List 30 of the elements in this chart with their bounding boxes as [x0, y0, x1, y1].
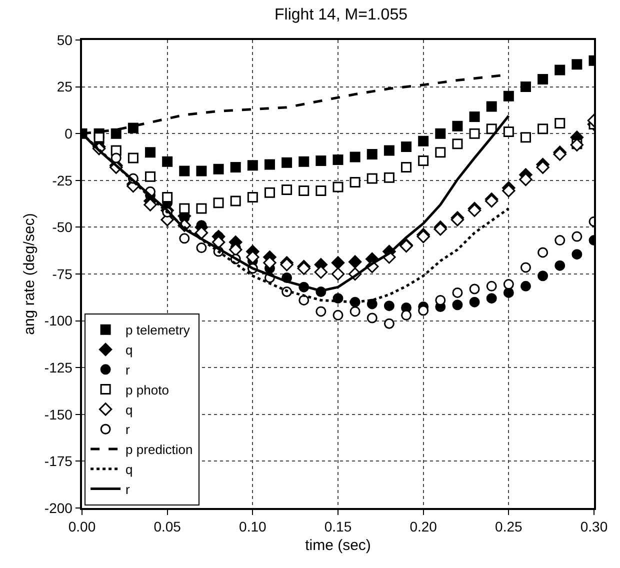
x-tick-label: 0.15: [324, 518, 352, 535]
y-tick-label: 25: [56, 78, 73, 95]
legend-label: p telemetry: [126, 322, 190, 338]
x-tick-label: 0.30: [580, 518, 608, 535]
x-tick-label: 0.20: [410, 518, 438, 535]
y-axis-title: ang rate (deg/sec): [21, 213, 38, 335]
x-axis-title: time (sec): [305, 537, 371, 554]
legend-label: r: [126, 482, 131, 497]
x-tick-label: 0.10: [239, 518, 267, 535]
legend-label: p prediction: [126, 442, 193, 458]
y-tick-label: -175: [44, 453, 73, 470]
chart-title: Flight 14, M=1.055: [274, 6, 408, 24]
legend-label: p photo: [126, 382, 169, 398]
y-tick-label: 50: [56, 32, 73, 48]
y-tick-label: -150: [44, 406, 73, 422]
y-tick-label: -25: [52, 172, 73, 188]
y-tick-label: -50: [52, 219, 73, 236]
y-tick-label: -100: [44, 312, 73, 329]
x-tick-label: 0.00: [68, 518, 96, 535]
x-tick-label: 0.25: [495, 518, 523, 535]
legend-label: r: [126, 422, 131, 438]
legend-label: q: [126, 402, 133, 418]
y-tick-label: 0: [64, 126, 73, 142]
legend-label: q: [126, 342, 133, 358]
x-tick-label: 0.05: [154, 518, 182, 535]
legend-label: q: [126, 462, 133, 477]
legend-label: r: [126, 362, 131, 378]
y-tick-label: -125: [44, 360, 73, 376]
y-tick-label: -200: [44, 500, 73, 516]
y-tick-label: -75: [52, 266, 73, 282]
